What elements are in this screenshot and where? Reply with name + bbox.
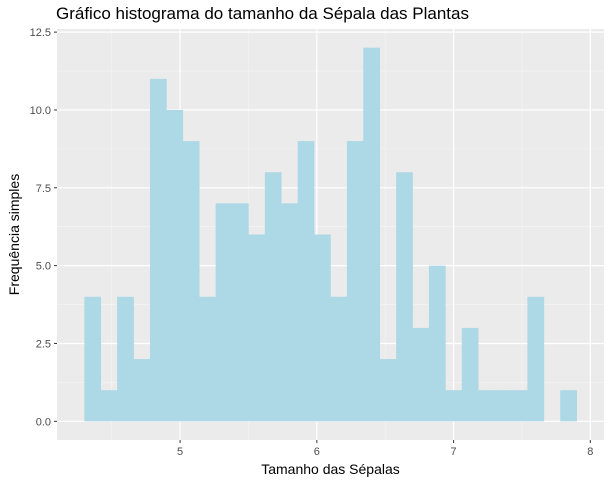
histogram-bar bbox=[346, 141, 364, 422]
histogram-bar bbox=[511, 390, 528, 422]
histogram-bar bbox=[199, 296, 216, 422]
histogram-bar bbox=[379, 359, 397, 422]
histogram-bar bbox=[363, 47, 381, 422]
histogram-bar bbox=[149, 78, 167, 422]
x-tick-label: 5 bbox=[177, 446, 183, 458]
histogram-bars bbox=[84, 47, 577, 422]
histogram-bar bbox=[166, 109, 184, 422]
histogram-bar bbox=[560, 390, 577, 422]
y-tick-label: 7.5 bbox=[36, 183, 51, 195]
histogram-bar bbox=[396, 172, 413, 422]
x-axis-title: Tamanho das Sépalas bbox=[261, 461, 400, 477]
y-axis-title: Frequência simples bbox=[6, 174, 22, 295]
histogram-bar bbox=[314, 234, 331, 422]
histogram-bar bbox=[461, 327, 479, 422]
histogram-bar bbox=[527, 296, 545, 422]
x-tick-label: 8 bbox=[587, 446, 593, 458]
histogram-bar bbox=[281, 203, 298, 422]
histogram-bar bbox=[133, 359, 151, 422]
x-tick-label: 7 bbox=[451, 446, 457, 458]
y-axis-ticks: 0.0 2.5 5.0 7.5 10.0 12.5 bbox=[30, 27, 57, 428]
histogram-bar bbox=[232, 203, 249, 422]
x-axis-ticks: 5 6 7 8 bbox=[177, 440, 593, 458]
y-tick-label: 0.0 bbox=[36, 416, 51, 428]
histogram-bar bbox=[297, 141, 315, 422]
histogram-bar bbox=[428, 265, 446, 422]
histogram-bar bbox=[248, 234, 266, 422]
histogram-bar bbox=[264, 172, 282, 422]
histogram-bar bbox=[330, 296, 348, 422]
histogram-bar bbox=[215, 203, 233, 422]
histogram-bar bbox=[84, 296, 102, 422]
histogram-bar bbox=[478, 390, 495, 422]
chart-title: Gráfico histograma do tamanho da Sépala … bbox=[56, 4, 469, 23]
histogram-bar bbox=[182, 141, 200, 422]
histogram-bar bbox=[494, 390, 512, 422]
y-tick-label: 12.5 bbox=[30, 27, 51, 39]
histogram-bar bbox=[117, 296, 134, 422]
histogram-bar bbox=[100, 390, 118, 422]
y-tick-label: 2.5 bbox=[36, 338, 51, 350]
y-tick-label: 10.0 bbox=[30, 105, 51, 117]
histogram-bar bbox=[445, 390, 463, 422]
histogram-bar bbox=[412, 327, 430, 422]
x-tick-label: 6 bbox=[314, 446, 320, 458]
y-tick-label: 5.0 bbox=[36, 261, 51, 273]
